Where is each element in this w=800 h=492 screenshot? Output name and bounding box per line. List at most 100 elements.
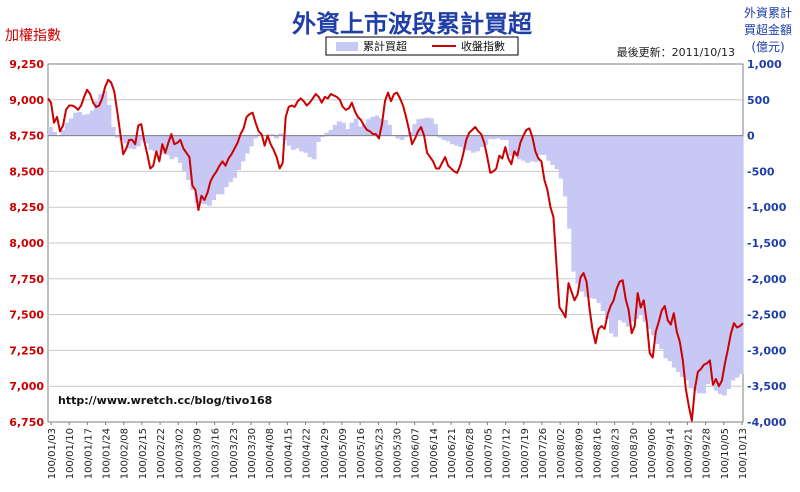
bar — [609, 135, 614, 334]
bar — [374, 115, 380, 136]
bar — [705, 135, 711, 385]
bar — [399, 135, 405, 140]
x-tick-label: 100/04/29 — [320, 428, 331, 479]
x-tick-label: 100/07/12 — [502, 428, 513, 479]
bar — [445, 135, 451, 142]
bar — [257, 134, 263, 136]
bar — [625, 135, 631, 327]
right-tick-label: -3,500 — [747, 380, 787, 393]
right-tick-label: 0 — [747, 130, 755, 143]
left-axis-ticks: 9,250 9,000 8,750 8,500 8,250 8,000 7,750 7,500… — [9, 58, 44, 429]
bar — [366, 119, 371, 136]
bar — [684, 135, 690, 381]
bar — [650, 135, 656, 336]
x-tick-label: 100/10/13 — [738, 428, 749, 479]
legend-label-bars: 累計買超 — [363, 39, 407, 53]
bar — [106, 104, 112, 136]
bar — [659, 135, 665, 349]
bar — [85, 114, 91, 136]
bar — [190, 135, 196, 191]
bar — [734, 135, 740, 378]
bar — [638, 135, 644, 315]
bar — [253, 135, 258, 139]
left-tick-label: 9,250 — [9, 58, 44, 71]
left-tick-label: 6,750 — [9, 416, 44, 429]
left-tick-label: 8,250 — [9, 201, 44, 214]
bar — [458, 135, 464, 148]
right-axis-label-line-2: 買超金額 — [744, 22, 792, 37]
bar — [738, 135, 744, 375]
x-tick-label: 100/01/17 — [83, 428, 94, 479]
right-tick-label: -2,000 — [747, 273, 787, 286]
bar — [600, 135, 606, 312]
bar — [579, 135, 585, 292]
bar — [680, 135, 685, 377]
bar — [94, 101, 99, 136]
bar — [345, 129, 351, 136]
right-tick-label: -1,500 — [747, 237, 787, 250]
bar — [140, 135, 145, 141]
bar — [562, 135, 568, 197]
bar — [286, 135, 292, 146]
bar — [692, 135, 698, 391]
bar — [500, 135, 505, 140]
bar — [152, 135, 158, 152]
bars-series — [48, 91, 744, 396]
bar — [508, 135, 514, 156]
legend: 累計買超 收盤指數 — [325, 36, 519, 56]
bar — [567, 135, 572, 229]
right-tick-label: -2,500 — [747, 309, 787, 322]
bar — [370, 116, 376, 136]
bar — [676, 135, 681, 372]
bar — [332, 124, 338, 136]
bar — [102, 91, 108, 136]
x-tick-label: 100/02/08 — [120, 428, 131, 479]
right-tick-label: 1,000 — [747, 58, 782, 71]
bar — [328, 129, 334, 136]
right-tick-label: -3,000 — [747, 344, 787, 357]
bar — [634, 135, 639, 319]
x-tick-label: 100/04/15 — [283, 428, 294, 479]
bar — [236, 135, 242, 170]
bar — [449, 135, 455, 145]
x-tick-label: 100/09/14 — [665, 428, 676, 479]
index-line — [47, 78, 744, 422]
bar — [550, 135, 556, 165]
bar — [546, 135, 552, 161]
legend-swatch-bars — [336, 42, 358, 51]
bar — [529, 135, 535, 162]
bar — [655, 135, 660, 344]
bar — [533, 135, 539, 163]
bar — [709, 135, 715, 381]
x-axis-ticks: 100/01/03 100/01/10 100/01/17 100/01/24 100/… — [47, 422, 749, 479]
bar — [315, 135, 321, 143]
bar — [713, 135, 719, 391]
right-axis-ticks: 1,000 500 0 -500 -1,000 -1,500 -2,000 -2,500 -3,… — [747, 58, 787, 429]
bar — [466, 135, 472, 151]
x-tick-label: 100/08/23 — [611, 428, 622, 479]
x-tick-label: 100/06/07 — [411, 428, 422, 479]
bar — [232, 135, 238, 178]
bar — [219, 135, 225, 195]
bar — [123, 135, 129, 144]
x-tick-label: 100/09/28 — [702, 428, 713, 479]
bar — [416, 119, 422, 136]
x-tick-label: 100/02/22 — [156, 428, 167, 479]
bar — [483, 135, 489, 145]
bar — [596, 135, 602, 304]
x-tick-label: 100/10/05 — [720, 428, 731, 479]
bar — [424, 117, 430, 136]
bar — [512, 135, 518, 157]
x-tick-label: 100/02/15 — [138, 428, 149, 479]
bar — [211, 135, 217, 201]
bar — [173, 135, 179, 158]
bar — [588, 135, 593, 299]
bar — [583, 135, 589, 297]
bar — [228, 135, 233, 183]
bar — [525, 135, 531, 163]
bar — [571, 135, 577, 272]
bar — [470, 135, 476, 153]
bar — [663, 135, 669, 359]
left-tick-label: 7,250 — [9, 344, 44, 357]
bar — [617, 135, 623, 321]
